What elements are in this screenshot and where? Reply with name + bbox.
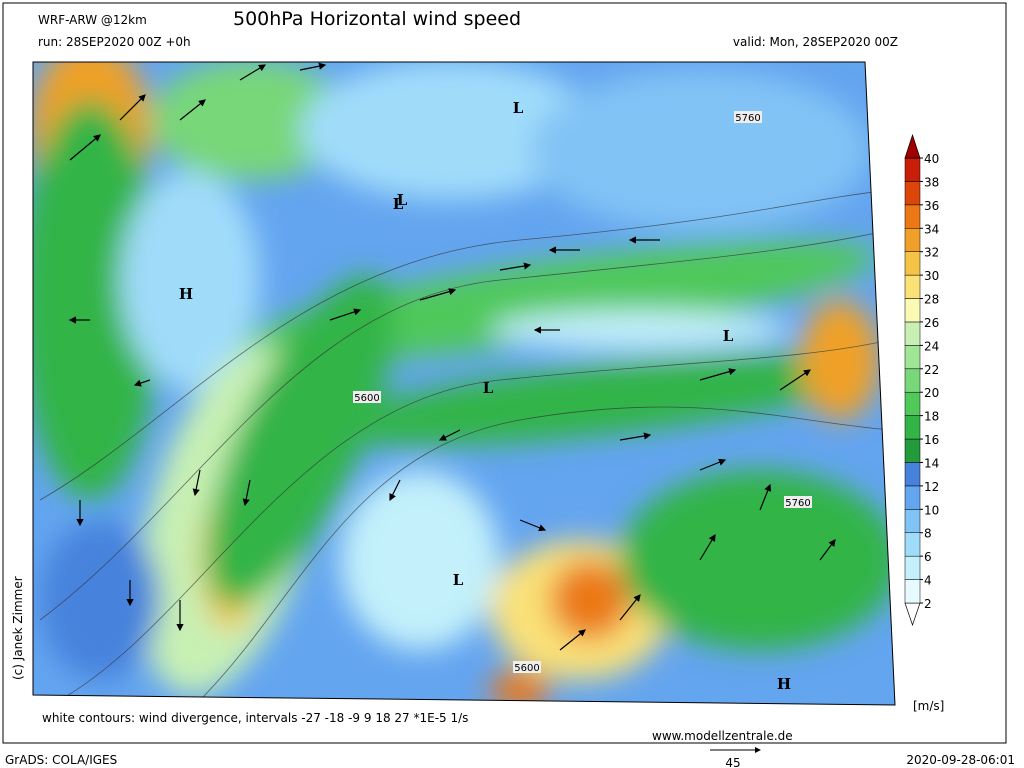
wind-arrow: [329, 308, 362, 321]
wind-arrow: [699, 458, 727, 471]
colorbar-tick-label: 8: [924, 527, 932, 541]
credit: (c) Janek Zimmer: [11, 576, 25, 680]
pressure-center: L: [513, 99, 524, 117]
colorbar-band: [904, 181, 921, 206]
colorbar-band: [904, 251, 921, 276]
colorbar-band: [904, 228, 921, 252]
colorbar-band: [904, 579, 921, 604]
colorbar-tick-label: 6: [924, 550, 932, 564]
wind-arrow: [519, 519, 547, 532]
pressure-center: L: [723, 327, 734, 345]
map-title: 500hPa Horizontal wind speed: [233, 8, 521, 30]
pressure-center: L: [453, 571, 464, 589]
pressure-center: L: [397, 191, 408, 209]
isoline-label-box: [734, 111, 762, 123]
colorbar-tick-label: 16: [924, 433, 939, 447]
timestamp: 2020-09-28-06:01: [906, 753, 1015, 767]
colorbar-tick-label: 38: [924, 175, 939, 189]
colorbar-tick-label: 20: [924, 386, 939, 400]
wind-arrow: [619, 594, 641, 621]
colorbar-band: [904, 555, 921, 580]
isoline-label: 5760: [785, 498, 810, 509]
wind-arrow: [759, 483, 772, 511]
map-frame: [32, 61, 896, 706]
colorbar-band: [904, 532, 921, 557]
wind-arrow: [619, 432, 652, 441]
colorbar-tick-label: 14: [924, 456, 939, 470]
arrow-scale: 45: [725, 756, 740, 768]
colorbar-unit: [m/s]: [913, 699, 944, 713]
wind-arrow: [192, 469, 201, 497]
colorbar-tick-label: 10: [924, 503, 939, 517]
colorbar-band: [904, 298, 921, 323]
pressure-center: L: [483, 379, 494, 397]
divergence-note: white contours: wind divergence, interva…: [42, 711, 468, 725]
colorbar-band: [904, 204, 921, 229]
isoline-label: 5600: [514, 663, 539, 674]
valid-time: valid: Mon, 28SEP2020 00Z: [733, 35, 898, 49]
colorbar-tick-label: 18: [924, 410, 939, 424]
colorbar-low: [904, 602, 921, 627]
wind-arrow: [239, 64, 267, 81]
colorbar-tick-label: 22: [924, 363, 939, 377]
colorbar-tick-label: 12: [924, 480, 939, 494]
wind-arrow: [242, 479, 251, 507]
colorbar-tick-label: 32: [924, 246, 939, 260]
pressure-center: L: [393, 195, 404, 213]
colorbar-tick-label: 34: [924, 222, 939, 236]
wind-arrow: [819, 539, 836, 561]
pressure-center: H: [777, 675, 791, 693]
colorbar-tick-label: 24: [924, 339, 939, 353]
wind-arrow: [69, 134, 101, 161]
colorbar-band: [904, 462, 921, 487]
colorbar-band: [904, 509, 921, 533]
colorbar-tick-label: 4: [924, 574, 932, 588]
colorbar-high: [904, 133, 921, 159]
page-frame: [2, 2, 1007, 744]
wind-arrow: [133, 379, 151, 387]
wind-arrow: [699, 368, 737, 381]
colorbar-tick-label: 2: [924, 597, 932, 611]
colorbar-band: [904, 368, 921, 393]
colorbar-band: [904, 415, 921, 440]
wind-arrow: [299, 62, 327, 71]
isoline-label: 5760: [735, 113, 760, 124]
wind-arrow: [699, 533, 716, 561]
colorbar-tick-label: 40: [924, 152, 939, 166]
software: GrADS: COLA/IGES: [5, 753, 117, 767]
colorbar-tick-label: 28: [924, 293, 939, 307]
colorbar-band: [904, 345, 921, 370]
colorbar-band: [904, 485, 921, 510]
wind-field: [33, 62, 895, 705]
wind-arrow: [499, 262, 532, 271]
colorbar-band: [904, 157, 921, 182]
wind-arrow: [119, 94, 146, 121]
colorbar-tick-label: 30: [924, 269, 939, 283]
colorbar-band: [904, 438, 921, 463]
colorbar-band: [904, 391, 921, 416]
colorbar-band: [904, 274, 921, 299]
wind-arrow: [438, 429, 461, 441]
colorbar-tick-label: 26: [924, 316, 939, 330]
isoline-label-box: [353, 391, 381, 403]
wind-arrow: [179, 99, 206, 121]
wind-arrow: [559, 629, 586, 651]
colorbar-band: [904, 321, 921, 346]
wind-arrow: [779, 369, 811, 391]
isoline-label-box: [513, 661, 541, 673]
website: www.modellzentrale.de: [652, 729, 793, 743]
run-time: run: 28SEP2020 00Z +0h: [38, 35, 191, 49]
wind-arrow: [389, 479, 401, 502]
model-name: WRF-ARW @12km: [38, 13, 147, 27]
isoline-label: 5600: [354, 393, 379, 404]
wind-arrow: [419, 288, 457, 301]
pressure-center: H: [179, 285, 193, 303]
colorbar-tick-label: 36: [924, 199, 939, 213]
isoline-label-box: [784, 496, 812, 508]
